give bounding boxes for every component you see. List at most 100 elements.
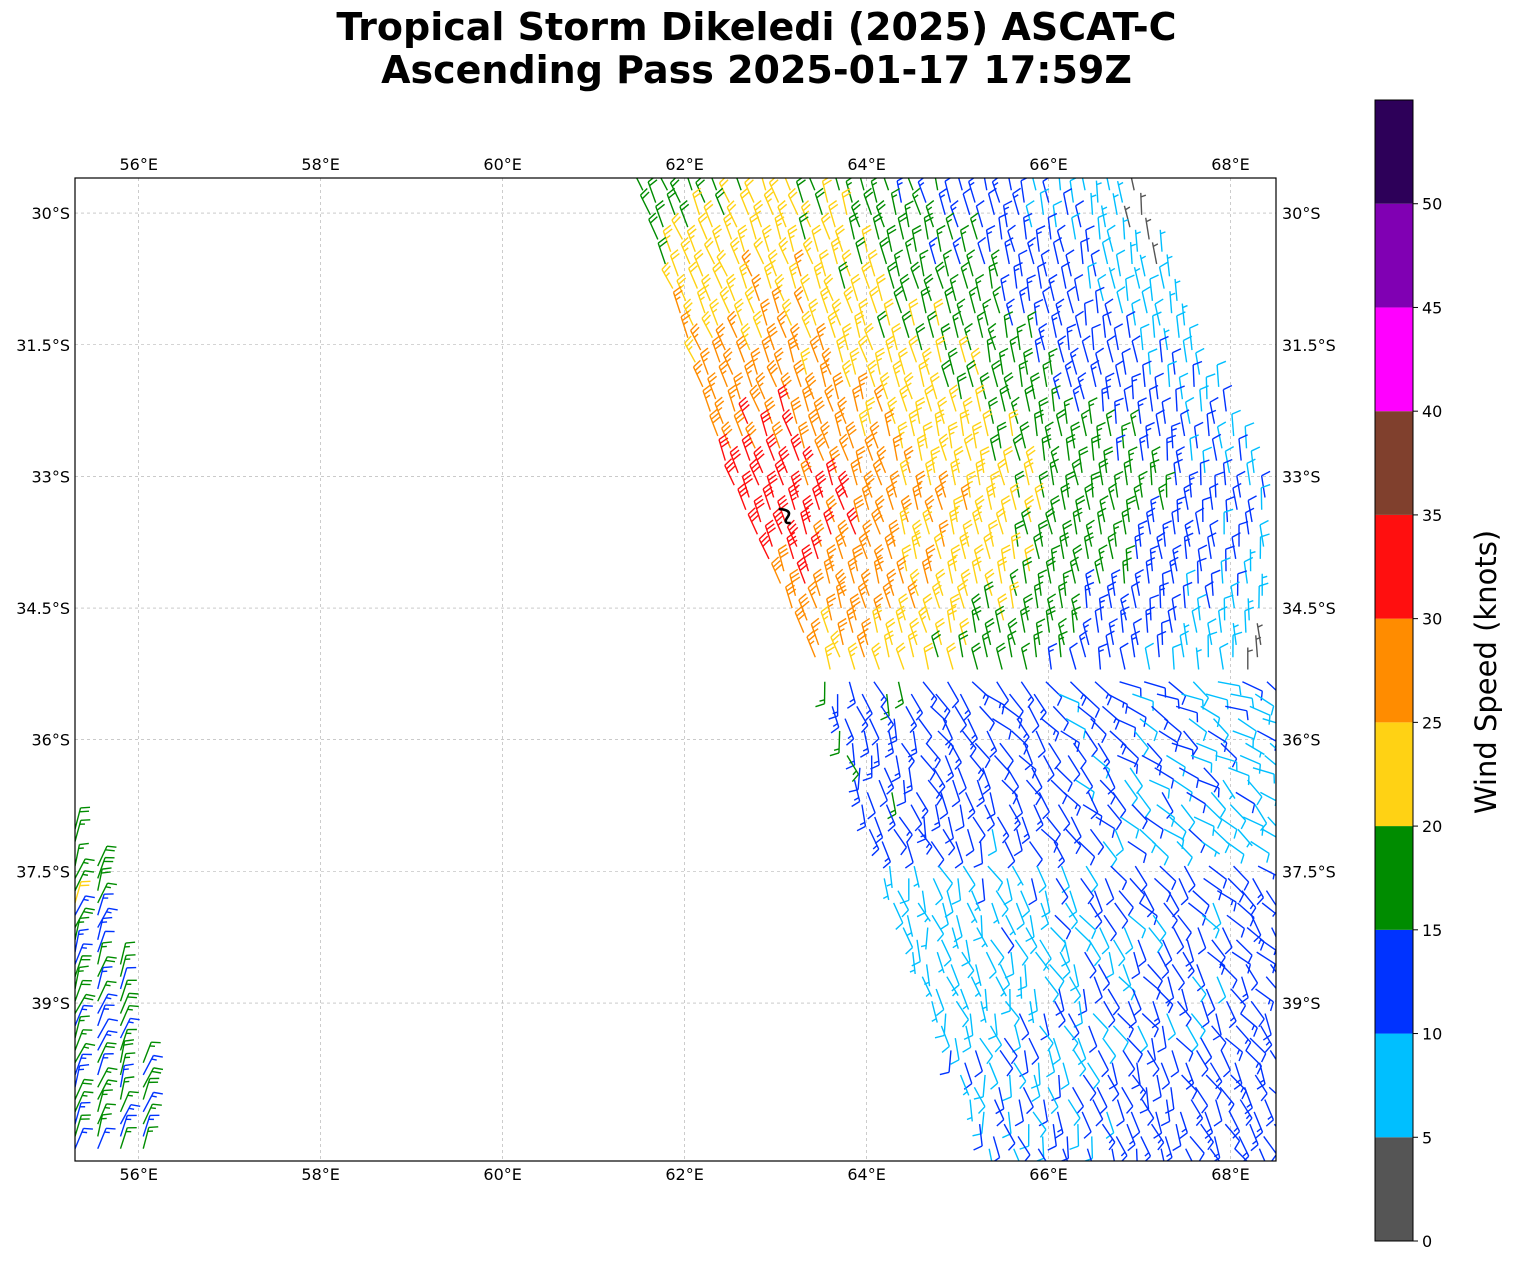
wind-barb xyxy=(1179,1111,1188,1139)
wind-barb xyxy=(847,642,858,670)
wind-barb xyxy=(1003,372,1014,400)
wind-barb xyxy=(1090,192,1097,215)
wind-barb xyxy=(1182,951,1195,979)
wind-barb xyxy=(1260,791,1276,807)
wind-barb xyxy=(1016,323,1026,351)
wind-barb xyxy=(893,178,894,179)
wind-barb xyxy=(1039,1025,1054,1052)
wind-barb xyxy=(1232,482,1242,510)
wind-barb xyxy=(1223,594,1234,621)
wind-barb xyxy=(852,544,864,572)
wind-barb xyxy=(916,433,927,461)
wind-barb xyxy=(896,780,907,807)
wind-barb xyxy=(1045,556,1056,584)
wind-barb xyxy=(873,681,888,708)
wind-barb xyxy=(998,347,1009,375)
wind-barb xyxy=(1222,384,1233,412)
wind-barb xyxy=(1155,409,1165,437)
wind-barb xyxy=(1008,409,1019,437)
longitude-tick-label: 60°E xyxy=(483,1165,521,1184)
wind-barb xyxy=(1139,323,1150,351)
wind-barb xyxy=(1247,779,1263,806)
wind-barb xyxy=(1009,335,1019,363)
longitude-tick-label: 56°E xyxy=(119,1165,157,1184)
wind-barb xyxy=(1089,178,1091,179)
wind-barb xyxy=(1145,507,1156,535)
wind-barb xyxy=(975,458,986,486)
wind-barb xyxy=(1033,693,1047,721)
wind-barb xyxy=(1228,767,1250,786)
wind-barb xyxy=(1205,1074,1222,1100)
wind-barb xyxy=(1080,877,1095,905)
wind-barb xyxy=(886,224,897,252)
wind-barb xyxy=(1237,828,1253,848)
wind-barb xyxy=(868,718,880,746)
wind-barb xyxy=(1093,976,1103,1004)
wind-barb xyxy=(1230,581,1240,609)
wind-barb xyxy=(830,236,841,265)
wind-barb xyxy=(1113,470,1124,498)
wind-barb xyxy=(1114,397,1124,424)
wind-barb xyxy=(1255,988,1275,1012)
wind-barb xyxy=(1190,1013,1206,1040)
wind-barb xyxy=(1172,1123,1182,1152)
wind-barb xyxy=(1265,890,1276,917)
wind-barb xyxy=(800,347,811,375)
wind-barb xyxy=(904,236,915,265)
wind-barb xyxy=(989,1025,1003,1053)
wind-barb xyxy=(892,359,903,388)
wind-barb xyxy=(1077,1037,1087,1066)
wind-barb xyxy=(940,939,952,967)
wind-barb xyxy=(841,187,852,216)
wind-barb xyxy=(979,446,990,474)
wind-barb xyxy=(824,384,834,412)
wind-barb xyxy=(1020,507,1031,535)
wind-barb xyxy=(1211,433,1222,461)
wind-barb xyxy=(834,224,845,252)
wind-barb xyxy=(1245,1049,1263,1075)
wind-barb xyxy=(1142,890,1155,918)
wind-barb xyxy=(987,865,1004,892)
wind-barb xyxy=(1222,779,1236,800)
wind-barb xyxy=(884,730,895,758)
wind-barb xyxy=(1072,742,1087,770)
wind-barb xyxy=(987,829,998,857)
wind-barb xyxy=(1081,335,1091,363)
wind-barb xyxy=(901,544,912,572)
wind-barb xyxy=(838,261,849,289)
wind-barb xyxy=(1258,582,1269,609)
wind-barb xyxy=(1012,187,1021,216)
wind-barb xyxy=(1254,1074,1268,1102)
colorbar-bin xyxy=(1375,203,1413,308)
wind-barb xyxy=(946,976,959,997)
wind-barb xyxy=(932,878,944,906)
wind-barb xyxy=(922,421,933,449)
wind-barb xyxy=(964,792,976,820)
wind-barb xyxy=(794,605,806,633)
wind-barb xyxy=(1099,495,1109,523)
wind-barb xyxy=(1057,804,1071,832)
wind-barb xyxy=(1005,1000,1020,1027)
wind-barb xyxy=(75,993,96,1014)
wind-barb xyxy=(882,878,890,901)
wind-barb xyxy=(1214,471,1225,498)
wind-barb xyxy=(917,828,933,855)
wind-barb xyxy=(1005,914,1017,936)
wind-barb xyxy=(908,298,919,326)
wind-barb xyxy=(1228,1111,1241,1139)
wind-barb xyxy=(920,927,929,950)
wind-barb xyxy=(901,742,915,770)
wind-barb xyxy=(949,273,959,302)
colorbar-tick-label: 10 xyxy=(1422,1025,1442,1044)
wind-barb xyxy=(959,409,970,437)
graticule xyxy=(75,178,1276,1161)
wind-barb xyxy=(906,915,914,937)
wind-barb xyxy=(711,178,718,191)
wind-barb xyxy=(1185,1062,1195,1090)
wind-barb xyxy=(865,396,876,424)
wind-barb xyxy=(961,730,977,757)
wind-barb xyxy=(75,819,91,842)
wind-barb xyxy=(1192,360,1203,387)
wind-barb xyxy=(808,178,816,191)
wind-barb xyxy=(922,681,938,708)
